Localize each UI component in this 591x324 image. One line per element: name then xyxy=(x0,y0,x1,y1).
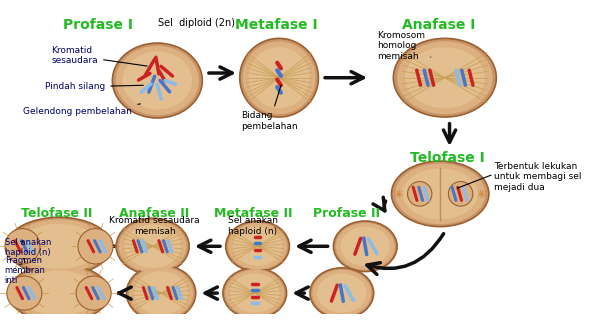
Ellipse shape xyxy=(20,271,98,316)
Ellipse shape xyxy=(397,41,492,114)
Ellipse shape xyxy=(402,168,478,219)
Ellipse shape xyxy=(226,221,290,272)
Ellipse shape xyxy=(116,218,189,274)
Text: Pindah silang: Pindah silang xyxy=(45,82,144,91)
Text: Metafase II: Metafase II xyxy=(213,207,292,220)
Text: Kromatid sesaudara
memisah: Kromatid sesaudara memisah xyxy=(109,216,200,236)
Ellipse shape xyxy=(405,47,485,108)
Text: Sel  diploid (2n): Sel diploid (2n) xyxy=(158,18,235,28)
Ellipse shape xyxy=(310,268,374,318)
Ellipse shape xyxy=(395,164,485,224)
Ellipse shape xyxy=(233,227,282,266)
Text: Sel anakan
haploid (n): Sel anakan haploid (n) xyxy=(228,216,278,236)
Text: Profase II: Profase II xyxy=(313,207,380,220)
Text: Bidang
pembelahan: Bidang pembelahan xyxy=(242,85,298,131)
Ellipse shape xyxy=(340,227,390,266)
Text: Sel anakan
haploid (n): Sel anakan haploid (n) xyxy=(5,238,51,257)
Ellipse shape xyxy=(112,43,202,118)
Ellipse shape xyxy=(408,181,432,206)
Ellipse shape xyxy=(230,273,280,313)
Text: Profase I: Profase I xyxy=(63,18,134,32)
Ellipse shape xyxy=(228,223,287,270)
Ellipse shape xyxy=(11,219,108,273)
Text: Kromatid
sesaudara: Kromatid sesaudara xyxy=(51,46,147,66)
Ellipse shape xyxy=(134,271,188,315)
Ellipse shape xyxy=(449,181,473,206)
Ellipse shape xyxy=(126,265,196,321)
Ellipse shape xyxy=(394,38,496,117)
Ellipse shape xyxy=(7,276,42,310)
Ellipse shape xyxy=(124,225,181,268)
Ellipse shape xyxy=(12,266,106,320)
Text: Telofase I: Telofase I xyxy=(410,151,485,165)
Text: Kromosom
homolog
memisah: Kromosom homolog memisah xyxy=(378,31,431,61)
Ellipse shape xyxy=(223,268,287,318)
Ellipse shape xyxy=(243,41,316,114)
Ellipse shape xyxy=(317,273,366,313)
Ellipse shape xyxy=(78,229,113,264)
Text: Gelendong pembelahan: Gelendong pembelahan xyxy=(24,104,141,116)
Ellipse shape xyxy=(76,276,111,310)
Ellipse shape xyxy=(116,46,199,115)
Ellipse shape xyxy=(8,264,109,322)
Ellipse shape xyxy=(5,229,40,264)
Ellipse shape xyxy=(240,38,319,117)
Ellipse shape xyxy=(119,220,186,272)
Ellipse shape xyxy=(122,52,192,110)
Text: Metafase I: Metafase I xyxy=(235,18,317,32)
Ellipse shape xyxy=(249,47,310,108)
Ellipse shape xyxy=(7,217,112,275)
Text: Telofase II: Telofase II xyxy=(21,207,92,220)
Text: Anafase II: Anafase II xyxy=(119,207,190,220)
Text: Anafase I: Anafase I xyxy=(402,18,475,32)
Ellipse shape xyxy=(333,221,397,272)
Ellipse shape xyxy=(225,270,284,317)
Ellipse shape xyxy=(18,224,100,269)
Text: Fragmen
membran
inti: Fragmen membran inti xyxy=(5,256,46,285)
Ellipse shape xyxy=(313,270,371,317)
Ellipse shape xyxy=(391,161,489,226)
Text: Terbentuk lekukan
untuk membagi sel
mejadi dua: Terbentuk lekukan untuk membagi sel meja… xyxy=(495,162,582,192)
Ellipse shape xyxy=(336,223,395,270)
Ellipse shape xyxy=(129,267,193,319)
